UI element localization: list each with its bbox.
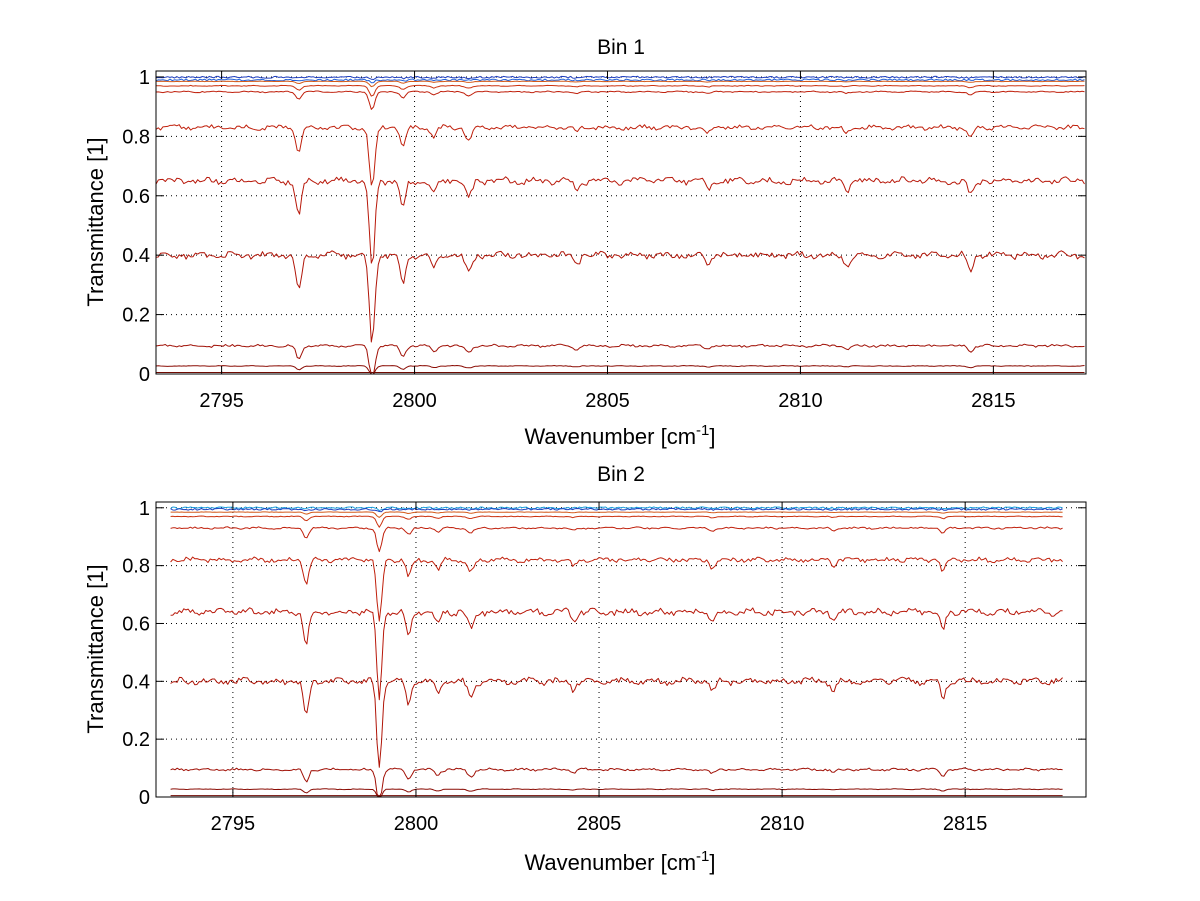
y-tick-label: 1 xyxy=(139,498,150,520)
y-tick-label: 0 xyxy=(139,787,150,809)
x-tick-label: 2815 xyxy=(943,813,988,835)
y-tick-label: 0.2 xyxy=(122,729,150,751)
series-line-4 xyxy=(170,515,1063,528)
series-line-4 xyxy=(156,84,1085,97)
x-tick-label: 2800 xyxy=(392,390,437,412)
chart-title: Bin 1 xyxy=(597,36,645,59)
y-tick-label: 0.4 xyxy=(122,245,150,267)
series-line-9 xyxy=(155,343,1085,375)
series-line-8 xyxy=(170,676,1063,768)
y-tick-label: 0.6 xyxy=(122,186,150,208)
axes-frame xyxy=(155,501,1087,798)
y-tick-label: 0.8 xyxy=(122,556,150,578)
x-tick-label: 2805 xyxy=(585,390,630,412)
x-axis-label-end: ] xyxy=(709,850,715,875)
x-axis-label-superscript: -1 xyxy=(696,848,709,865)
x-tick-label: 2800 xyxy=(394,813,439,835)
series-line-1 xyxy=(170,506,1063,512)
chart-panel-bin-2: Bin 2 Transmittance [1] Wavenumber [cm-1… xyxy=(83,463,1087,875)
x-axis-label-main: Wavenumber [cm xyxy=(524,424,696,449)
chart-title: Bin 2 xyxy=(597,463,645,486)
y-axis-label: Transmittance [1] xyxy=(83,137,108,306)
y-axis-label: Transmittance [1] xyxy=(83,564,108,733)
x-tick-label: 2810 xyxy=(778,390,823,412)
x-tick-label: 2815 xyxy=(971,390,1016,412)
axes-frame xyxy=(155,70,1087,375)
chart-panel-bin-1: Bin 1 Transmittance [1] Wavenumber [cm-1… xyxy=(83,36,1087,449)
x-axis-label: Wavenumber [cm-1] xyxy=(524,422,715,449)
series-line-3 xyxy=(156,80,1085,88)
series-line-7 xyxy=(170,607,1063,701)
y-tick-label: 0 xyxy=(139,364,150,386)
series-line-1 xyxy=(155,75,1085,80)
y-tick-label: 0.6 xyxy=(122,613,150,635)
series-line-10 xyxy=(155,365,1085,375)
y-tick-label: 0.2 xyxy=(122,305,150,327)
x-axis-label-superscript: -1 xyxy=(696,422,709,439)
x-tick-label: 2810 xyxy=(760,813,805,835)
x-axis-label: Wavenumber [cm-1] xyxy=(524,848,715,875)
series-line-10 xyxy=(170,788,1063,798)
x-axis-label-end: ] xyxy=(709,424,715,449)
series-line-5 xyxy=(170,526,1063,553)
series-line-6 xyxy=(155,124,1085,186)
y-tick-label: 0.8 xyxy=(122,126,150,148)
x-axis-label-main: Wavenumber [cm xyxy=(524,850,696,875)
series-line-7 xyxy=(155,176,1085,264)
series-line-3 xyxy=(170,511,1063,518)
y-tick-label: 0.4 xyxy=(122,671,150,693)
x-tick-label: 2805 xyxy=(577,813,622,835)
x-tick-label: 2795 xyxy=(199,390,244,412)
series-line-6 xyxy=(170,556,1063,622)
series-line-8 xyxy=(155,250,1085,343)
series-line-2 xyxy=(155,78,1085,84)
series-line-2 xyxy=(170,507,1063,513)
series-line-5 xyxy=(155,90,1085,110)
y-tick-label: 1 xyxy=(139,67,150,89)
series-line-9 xyxy=(170,767,1063,798)
x-tick-label: 2795 xyxy=(211,813,256,835)
